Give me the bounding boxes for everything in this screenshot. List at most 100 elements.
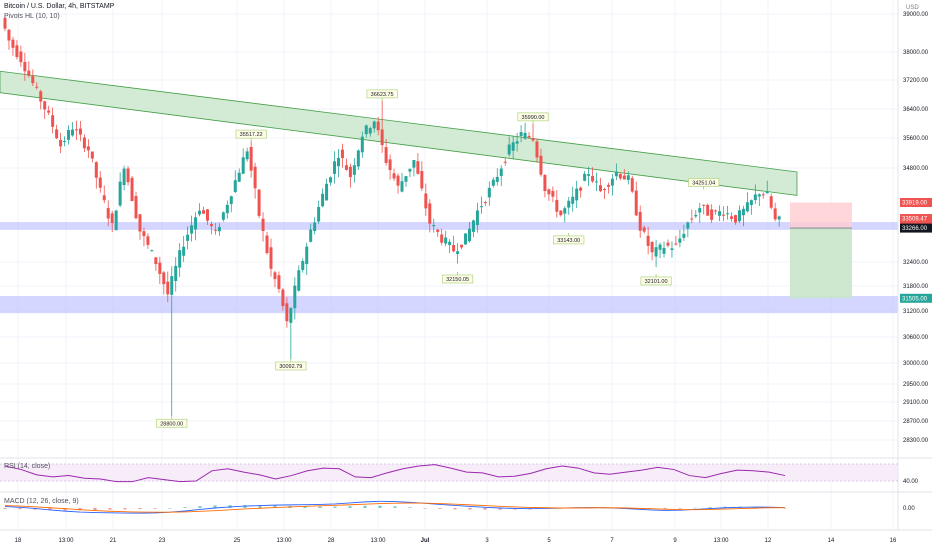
candle-body	[543, 174, 547, 192]
candle	[733, 214, 737, 225]
candle	[217, 223, 221, 236]
currency-label: USD	[906, 5, 919, 11]
y-tick-label: 28700.00	[903, 419, 929, 425]
candle	[27, 61, 31, 78]
price-label-text: 33266.00	[902, 226, 928, 232]
candle	[82, 134, 86, 153]
candle-body	[305, 246, 309, 265]
candle	[190, 215, 194, 242]
candle-body	[31, 76, 35, 84]
support-zone	[0, 296, 898, 314]
x-tick-label: 13:00	[370, 538, 386, 544]
candle	[408, 168, 412, 178]
candle-body	[777, 216, 781, 220]
pivot-box	[442, 274, 474, 284]
candle-body	[630, 178, 634, 192]
macd-label[interactable]: MACD (12, 26, close, 9)	[4, 498, 79, 505]
x-tick-label: 23	[159, 538, 166, 544]
candle-body	[360, 136, 364, 153]
candle	[186, 226, 190, 250]
candle	[233, 170, 237, 194]
candle	[74, 120, 78, 140]
y-tick-label: 31200.00	[903, 309, 929, 315]
y-tick-label: 39000.00	[903, 12, 929, 18]
candle	[495, 168, 499, 186]
candle	[539, 148, 543, 177]
candle	[261, 212, 265, 242]
pivots-indicator-label[interactable]: Pivots HL (10, 10)	[4, 13, 60, 20]
candle-body	[456, 251, 460, 254]
candle	[194, 212, 198, 241]
rsi-axis-label: 40.00	[903, 479, 919, 485]
candle	[606, 182, 610, 194]
price-label-bg	[900, 198, 932, 208]
candle	[551, 186, 555, 203]
candle	[348, 163, 352, 188]
candle-body	[491, 179, 495, 186]
macd-histogram-bar	[123, 508, 127, 510]
x-tick-label: 12	[765, 538, 772, 544]
candle-body	[444, 237, 448, 244]
candle-body	[233, 180, 237, 192]
price-label: 33509.47	[900, 214, 932, 224]
candle	[503, 158, 507, 166]
x-tick-label: 28	[328, 538, 335, 544]
x-tick-label: 21	[110, 538, 117, 544]
candle-body	[690, 218, 694, 220]
macd-histogram-bar	[408, 507, 412, 508]
candle-body	[503, 161, 507, 163]
candle	[396, 173, 400, 194]
candle	[464, 233, 468, 245]
candle	[654, 240, 658, 268]
candle	[198, 203, 202, 217]
macd-histogram-bar	[498, 508, 502, 510]
macd-histogram-bar	[363, 505, 367, 508]
candle	[356, 149, 360, 170]
candle	[674, 235, 678, 246]
candle	[63, 136, 67, 147]
candle	[130, 175, 134, 202]
price-label-text: 33919.00	[902, 201, 928, 207]
candle	[257, 188, 261, 219]
candle-body	[19, 51, 23, 63]
candle	[78, 120, 82, 142]
rsi-label[interactable]: RSI (14, close)	[4, 463, 51, 470]
candle	[702, 204, 706, 215]
candle-body	[78, 128, 82, 135]
candle-body	[368, 128, 372, 134]
candle	[730, 212, 734, 222]
candle-body	[583, 173, 587, 181]
candle-body	[90, 151, 94, 159]
candle	[35, 82, 39, 90]
candle-body	[432, 225, 436, 227]
candle	[479, 196, 483, 214]
macd-histogram-bar	[198, 506, 202, 508]
candle	[587, 166, 591, 186]
candle	[388, 154, 392, 180]
candle	[452, 235, 456, 253]
candle	[686, 221, 690, 238]
candle	[329, 176, 333, 186]
candle	[670, 241, 674, 258]
candle	[559, 209, 563, 217]
candle-body	[737, 210, 741, 222]
candle-body	[325, 183, 329, 201]
candle	[265, 232, 269, 255]
candle-body	[126, 168, 130, 183]
macd-histogram-bar	[483, 508, 487, 510]
candle-body	[348, 166, 352, 178]
candle-body	[571, 196, 575, 204]
candle-body	[313, 222, 317, 232]
candle-body	[733, 215, 737, 223]
pivot-value: 33143.00	[557, 238, 580, 244]
candle-body	[702, 204, 706, 206]
price-label-text: 31505.00	[902, 296, 928, 302]
candle	[225, 200, 229, 219]
candle-body	[551, 190, 555, 197]
pivot-box	[156, 418, 188, 428]
candle-body	[110, 213, 114, 223]
candle-body	[297, 270, 301, 291]
candle	[166, 271, 170, 303]
candle	[269, 238, 273, 277]
